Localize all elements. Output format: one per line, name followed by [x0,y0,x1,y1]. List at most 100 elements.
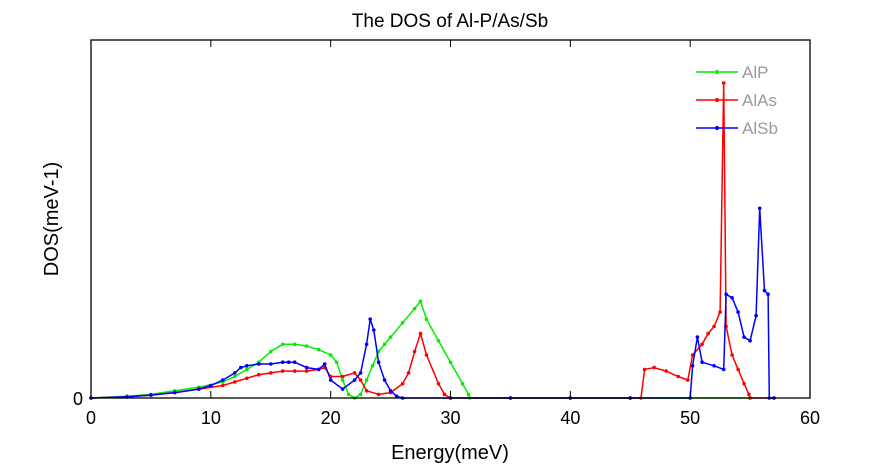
x-tick-label-10: 10 [201,408,221,428]
data-point-AlP-15 [334,360,339,365]
data-point-AlP-11 [292,342,297,347]
data-point-AlSb-18 [328,378,333,382]
data-point-AlAs-6 [233,380,237,384]
data-point-AlP-26 [412,306,417,311]
data-point-AlSb-25 [376,360,381,365]
data-point-AlAs-18 [358,378,363,382]
data-point-AlAs-22 [400,381,405,386]
data-point-AlAs-40 [700,342,704,347]
data-point-AlAs-35 [652,365,656,370]
data-point-AlSb-37 [700,360,704,365]
data-point-AlP-9 [269,349,273,354]
series-AlP [89,299,752,400]
chart-title: The DOS of Al-P/As/Sb [352,11,548,32]
data-point-AlSb-27 [388,389,393,393]
data-point-AlSb-21 [358,371,363,375]
data-point-AlAs-9 [269,371,273,375]
series-layer [89,81,776,400]
legend-label-AlSb: AlSb [742,119,778,138]
data-point-AlAs-36 [664,369,668,373]
data-point-AlP-21 [370,364,375,368]
data-point-AlP-7 [245,367,249,372]
data-point-AlSb-16 [316,367,321,372]
data-point-AlSb-48 [766,292,770,297]
data-point-AlP-32 [466,392,471,397]
data-point-AlSb-9 [245,364,249,368]
data-point-AlAs-28 [442,392,447,397]
data-point-AlSb-8 [239,365,243,370]
legend-label-AlP: AlP [742,63,768,82]
x-axis-label: Energy(meV) [391,442,509,464]
plot-area [91,40,810,398]
data-point-AlAs-47 [736,367,740,372]
x-tick-label-40: 40 [560,408,580,428]
data-point-AlSb-12 [280,360,285,365]
data-point-AlAs-24 [412,349,417,354]
data-point-AlP-28 [424,317,429,322]
data-point-AlAs-25 [418,331,423,336]
data-point-AlSb-5 [209,383,213,388]
data-point-AlSb-47 [762,288,767,293]
data-point-AlSb-28 [394,394,399,399]
data-point-AlAs-37 [676,374,680,379]
data-point-AlSb-23 [368,317,373,322]
data-point-AlP-23 [382,342,387,347]
data-point-AlSb-13 [286,360,291,365]
data-point-AlAs-48 [742,381,746,386]
data-point-AlAs-23 [406,371,411,375]
data-point-AlP-17 [346,392,351,397]
data-point-AlSb-26 [382,378,387,382]
data-point-AlSb-17 [322,362,327,366]
data-point-AlSb-10 [257,362,261,366]
legend-entry-AlSb: AlSb [696,119,778,138]
legend: AlP AlAs AlSb [696,63,778,138]
data-point-AlSb-3 [173,390,177,395]
data-point-AlSb-11 [269,362,273,366]
plot-background [91,40,810,398]
data-point-AlAs-12 [304,369,309,373]
data-point-AlSb-38 [712,364,716,368]
data-point-AlAs-19 [364,389,369,393]
data-point-AlAs-5 [221,383,225,388]
data-point-AlSb-46 [757,206,762,211]
data-point-AlSb-6 [221,378,225,382]
data-point-AlSb-24 [372,328,376,332]
data-point-AlAs-49 [747,392,751,397]
y-tick-label-0: 0 [73,389,83,409]
data-point-AlAs-7 [245,376,249,381]
legend-marker-AlP [715,70,719,74]
x-tick-label-60: 60 [800,408,820,428]
data-point-AlP-13 [316,347,321,352]
data-point-AlSb-15 [304,365,309,370]
legend-marker-AlSb [715,126,719,130]
data-point-AlP-10 [280,342,285,347]
data-point-AlP-20 [364,378,369,382]
series-line-AlAs [90,82,774,399]
data-point-AlSb-45 [754,313,758,318]
data-point-AlSb-43 [742,335,746,339]
legend-label-AlAs: AlAs [742,91,777,110]
data-point-AlP-27 [418,299,423,304]
y-axis-label: DOS(meV-1) [41,162,63,276]
data-point-AlAs-20 [376,392,381,397]
data-point-AlSb-4 [197,387,201,391]
data-point-AlSb-14 [292,360,297,365]
data-point-AlP-24 [388,335,393,339]
data-point-AlAs-17 [352,371,357,375]
legend-marker-AlAs [715,98,719,102]
data-point-AlSb-41 [730,296,734,300]
series-AlSb [89,206,776,400]
data-point-AlSb-35 [690,364,695,368]
axes-layer: 0 10 20 30 40 50 60 0 [73,39,820,428]
data-point-AlAs-8 [257,372,261,377]
data-point-AlP-30 [448,360,453,365]
data-point-AlSb-20 [352,378,357,382]
data-point-AlSb-39 [721,367,726,372]
x-tick-label-30: 30 [440,408,460,428]
data-point-AlP-31 [460,381,465,386]
data-point-AlP-14 [328,353,333,357]
legend-entry-AlP: AlP [696,63,768,82]
legend-entry-AlAs: AlAs [696,91,777,110]
data-point-AlAs-26 [424,353,429,357]
